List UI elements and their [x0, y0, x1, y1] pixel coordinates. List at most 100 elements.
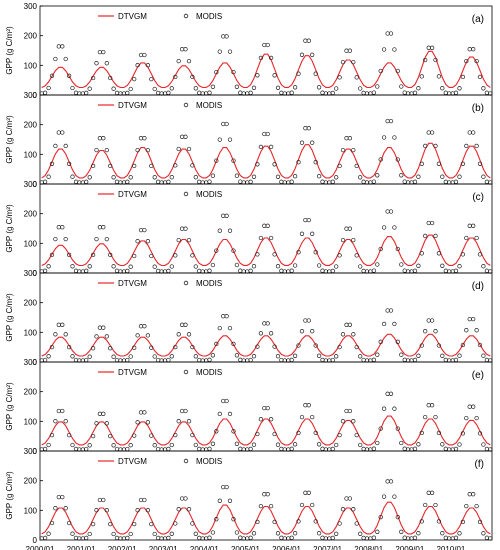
- point-modis: [46, 442, 51, 448]
- point-modis: [388, 31, 394, 36]
- point-modis: [125, 268, 130, 274]
- point-modis: [436, 74, 442, 79]
- point-modis: [378, 426, 383, 431]
- y-tick-label: 100: [24, 506, 38, 515]
- point-modis: [471, 47, 476, 52]
- y-tick-label: 100: [24, 239, 38, 248]
- point-modis: [152, 86, 157, 92]
- point-modis: [457, 531, 462, 536]
- legend-label-dtvgm: DTVGM: [118, 368, 147, 377]
- legend-swatch-modis: [183, 369, 189, 375]
- y-axis-label: GPP (g C/m²): [5, 204, 14, 253]
- point-modis: [63, 56, 68, 62]
- point-modis: [392, 47, 397, 52]
- point-modis: [101, 497, 106, 503]
- point-modis: [46, 531, 51, 536]
- point-modis: [272, 431, 277, 437]
- y-tick-label: 200: [24, 299, 38, 308]
- point-modis: [306, 217, 311, 223]
- panel-frame: [39, 272, 493, 363]
- y-axis-label: GPP (g C/m²): [5, 115, 14, 164]
- point-modis: [334, 86, 339, 91]
- point-modis: [42, 535, 48, 541]
- point-modis: [388, 118, 394, 124]
- point-modis: [471, 223, 476, 228]
- panel-frame: [39, 361, 493, 452]
- point-modis: [56, 44, 61, 49]
- point-modis: [340, 59, 346, 65]
- point-modis: [419, 430, 424, 436]
- point-modis: [392, 321, 397, 327]
- point-modis: [258, 417, 264, 422]
- point-modis: [347, 322, 353, 327]
- point-modis: [354, 253, 359, 258]
- point-modis: [63, 143, 68, 149]
- point-modis: [231, 517, 236, 522]
- point-modis: [155, 357, 161, 363]
- point-modis: [340, 237, 346, 243]
- point-modis: [186, 237, 192, 243]
- legend-swatch-modis: [183, 13, 189, 19]
- point-modis: [347, 48, 353, 53]
- point-modis: [351, 332, 356, 337]
- point-modis: [289, 446, 294, 451]
- point-modis: [381, 406, 387, 411]
- point-modis: [73, 535, 79, 541]
- point-modis: [375, 440, 380, 446]
- point-modis: [275, 442, 281, 447]
- point-modis: [87, 443, 92, 448]
- point-modis: [474, 415, 479, 421]
- point-modis: [272, 252, 277, 257]
- point-modis: [84, 90, 89, 96]
- point-modis: [217, 411, 222, 417]
- legend-label-dtvgm: DTVGM: [118, 457, 147, 466]
- point-modis: [457, 86, 462, 91]
- point-modis: [197, 535, 202, 541]
- legend-label-modis: MODIS: [196, 101, 222, 110]
- point-modis: [145, 333, 151, 338]
- y-tick-label: 100: [24, 417, 38, 426]
- point-modis: [152, 264, 157, 269]
- point-modis: [289, 179, 294, 184]
- point-modis: [299, 52, 305, 57]
- point-modis: [416, 263, 421, 268]
- x-tick-label: 2009/01: [395, 545, 424, 550]
- point-modis: [358, 175, 363, 180]
- y-tick-label: 300: [24, 2, 38, 11]
- point-modis: [114, 179, 120, 184]
- point-modis: [248, 268, 253, 273]
- point-modis: [60, 494, 65, 500]
- point-modis: [234, 84, 240, 89]
- point-modis: [176, 146, 181, 152]
- point-modis: [467, 130, 472, 135]
- point-modis: [258, 503, 264, 509]
- point-modis: [467, 223, 472, 228]
- point-modis: [63, 419, 68, 424]
- point-modis: [423, 143, 428, 149]
- point-modis: [464, 328, 469, 333]
- point-modis: [104, 147, 109, 153]
- point-modis: [268, 55, 274, 61]
- point-modis: [453, 179, 459, 184]
- point-modis: [375, 173, 380, 178]
- point-modis: [481, 531, 486, 536]
- point-modis: [388, 391, 394, 396]
- point-modis: [108, 433, 113, 439]
- point-modis: [73, 268, 79, 273]
- point-modis: [443, 268, 448, 273]
- point-modis: [90, 163, 96, 169]
- point-modis: [190, 74, 195, 80]
- y-tick-label: 300: [24, 91, 38, 100]
- point-modis: [190, 344, 195, 350]
- point-modis: [460, 252, 466, 257]
- point-modis: [388, 479, 394, 484]
- point-modis: [214, 341, 219, 347]
- point-modis: [193, 442, 198, 448]
- point-modis: [275, 354, 281, 359]
- point-modis: [207, 446, 212, 451]
- point-modis: [429, 130, 435, 135]
- point-modis: [310, 231, 315, 236]
- point-modis: [227, 137, 233, 142]
- point-modis: [63, 236, 68, 242]
- point-modis: [207, 179, 212, 184]
